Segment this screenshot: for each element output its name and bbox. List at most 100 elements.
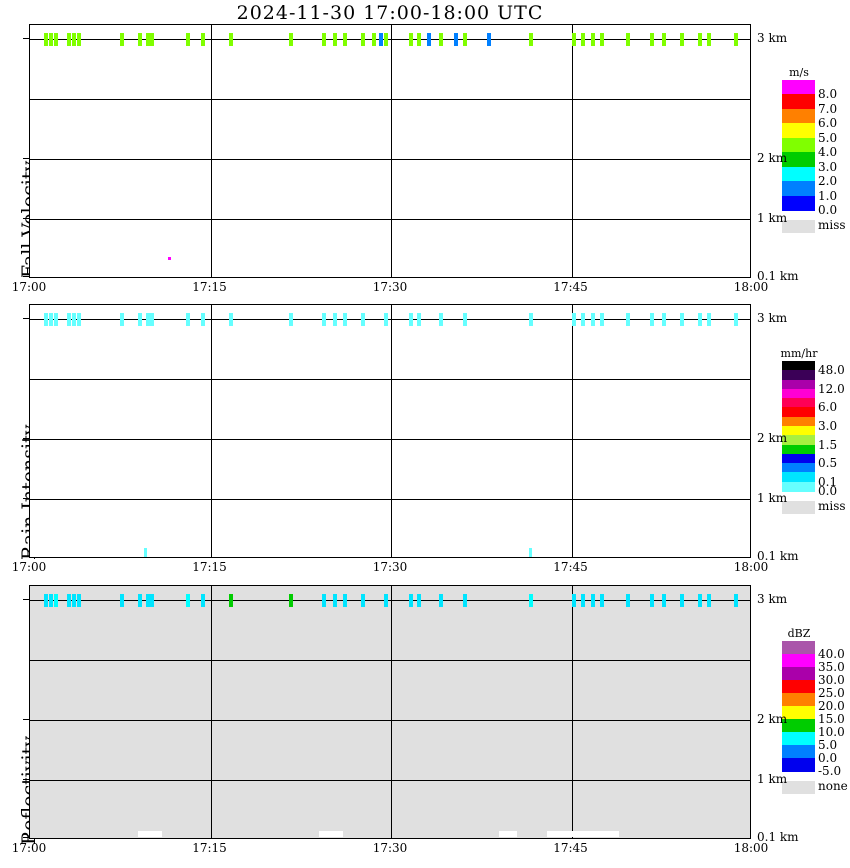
data-cell xyxy=(44,33,48,46)
colorbar-missing-label: miss xyxy=(818,499,846,513)
colorbar-tick-label: 6.0 xyxy=(818,116,838,131)
colorbar-tick-label: 3.0 xyxy=(818,159,838,174)
gridline-horizontal xyxy=(30,379,750,380)
data-cell xyxy=(529,594,533,607)
plot-area-reflectivity[interactable] xyxy=(29,585,751,839)
data-cell xyxy=(384,33,388,46)
colorbar-swatch xyxy=(782,416,815,427)
colorbar-tick-label: 1.0 xyxy=(818,188,838,203)
colorbar-tick-label: 10.0 xyxy=(818,725,845,739)
colorbar-tick-label: -5.0 xyxy=(818,764,842,778)
data-cell xyxy=(333,594,337,607)
x-axis-tick-label: 18:00 xyxy=(733,280,769,294)
data-cell xyxy=(54,33,58,46)
data-cell xyxy=(572,313,576,326)
colorbar-missing-swatch xyxy=(782,501,815,514)
colorbar-tick-label: 0.0 xyxy=(818,751,838,765)
data-cell xyxy=(650,594,654,607)
x-axis-tick-label: 17:30 xyxy=(372,841,408,855)
colorbar-swatch xyxy=(782,379,815,390)
colorbar-tick-label: 5.0 xyxy=(818,130,838,145)
data-cell xyxy=(150,33,154,46)
gridline-vertical xyxy=(572,25,573,277)
data-cell xyxy=(662,313,666,326)
colorbar-swatch xyxy=(782,641,815,655)
colorbar-tick-label: 0.0 xyxy=(818,484,838,498)
colorbar-swatch xyxy=(782,680,815,694)
data-cell xyxy=(384,594,388,607)
colorbar-swatch xyxy=(782,693,815,707)
plot-area-rain-intensity[interactable] xyxy=(29,304,751,558)
data-cell xyxy=(650,313,654,326)
data-cell xyxy=(146,313,150,326)
data-cell xyxy=(201,313,205,326)
colorbar-tick-label: 0.0 xyxy=(818,203,838,217)
gridline-vertical xyxy=(391,305,392,557)
data-cell xyxy=(680,33,684,46)
data-cell xyxy=(77,33,81,46)
data-cell xyxy=(463,33,467,46)
x-axis-tick-label: 17:15 xyxy=(192,560,227,574)
data-cell xyxy=(662,33,666,46)
plot-area-fall-velocity[interactable] xyxy=(29,24,751,278)
data-cell xyxy=(289,33,293,46)
data-cell xyxy=(409,313,413,326)
data-cell xyxy=(77,594,81,607)
gridline-vertical xyxy=(211,305,212,557)
data-cell xyxy=(707,33,711,46)
data-cell xyxy=(487,33,491,46)
y-axis-tick-label: 0.1 km xyxy=(757,549,799,563)
data-cell xyxy=(44,594,48,607)
data-cell xyxy=(186,33,190,46)
colorbar-swatch xyxy=(782,398,815,409)
data-cell xyxy=(680,313,684,326)
y-axis-tick-label: 0.1 km xyxy=(757,269,799,283)
colorbar-swatch xyxy=(782,370,815,381)
colorbar-tick-label: 5.0 xyxy=(818,738,838,752)
data-cell xyxy=(572,594,576,607)
colorbar-swatch xyxy=(782,152,815,168)
x-axis-tick-label: 17:00 xyxy=(11,841,47,855)
colorbar-swatch xyxy=(782,472,815,483)
data-cell xyxy=(150,313,154,326)
data-cell xyxy=(734,313,738,326)
y-axis-tick-label: 3 km xyxy=(757,31,788,45)
y-axis-tick-mark xyxy=(23,719,29,720)
colorbar-swatch xyxy=(782,706,815,720)
gridline-horizontal xyxy=(30,39,750,40)
data-cell xyxy=(734,594,738,607)
data-cell xyxy=(600,594,604,607)
colorbar-swatch xyxy=(782,745,815,759)
colorbar-swatch xyxy=(782,444,815,455)
data-cell xyxy=(591,594,595,607)
data-cell xyxy=(680,594,684,607)
data-cell xyxy=(186,594,190,607)
y-axis-tick-label: 2 km xyxy=(757,151,788,165)
colorbar-swatch xyxy=(782,195,815,211)
colorbar-tick-label: 0.5 xyxy=(818,456,838,471)
colorbar-missing-swatch xyxy=(782,220,815,233)
colorbar-tick-label: 4.0 xyxy=(818,145,838,160)
x-axis-tick-label: 17:15 xyxy=(192,280,227,294)
gridline-horizontal xyxy=(30,99,750,100)
x-axis-tick-label: 18:00 xyxy=(733,841,769,855)
data-cell xyxy=(454,33,458,46)
data-cell xyxy=(529,33,533,46)
no-data-patch xyxy=(138,831,162,837)
colorbar-swatch xyxy=(782,463,815,474)
data-cell xyxy=(150,594,154,607)
y-axis-tick-label: 1 km xyxy=(757,772,788,786)
data-cell xyxy=(734,33,738,46)
colorbar-swatch xyxy=(782,719,815,733)
gridline-horizontal xyxy=(30,499,750,500)
data-cell xyxy=(322,313,326,326)
data-cell xyxy=(529,313,533,326)
y-axis-tick-mark xyxy=(23,318,29,319)
gridline-horizontal xyxy=(30,219,750,220)
data-cell xyxy=(333,313,337,326)
data-cell xyxy=(417,33,421,46)
data-cell xyxy=(229,313,233,326)
data-cell xyxy=(581,33,585,46)
gridline-vertical xyxy=(211,586,212,838)
figure-title: 2024-11-30 17:00-18:00 UTC xyxy=(236,2,544,24)
